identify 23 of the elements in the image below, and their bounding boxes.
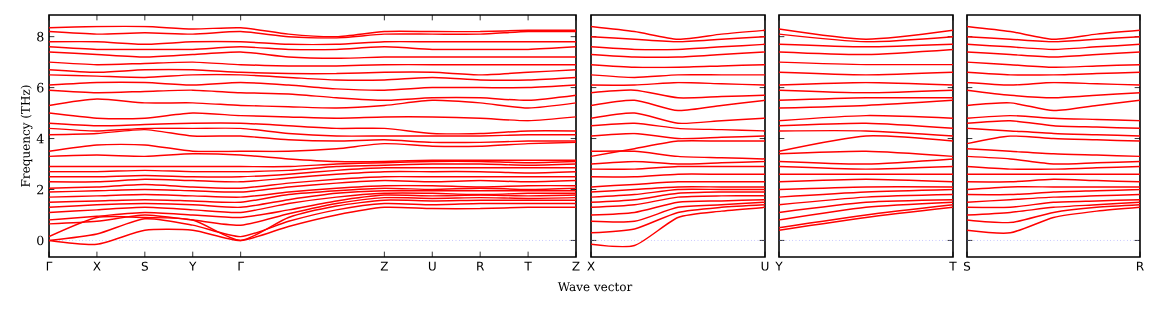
y-tick-label: 0: [37, 235, 44, 246]
y-tick-label: 2: [37, 184, 44, 195]
x-axis-title: Wave vector: [557, 282, 633, 292]
x-tick-label: Y: [775, 261, 783, 271]
x-tick-label: Z: [380, 261, 388, 271]
x-tick-label: Y: [189, 261, 197, 271]
x-tick-label: R: [477, 261, 485, 271]
x-tick-label: S: [141, 261, 148, 271]
y-tick-label: 8: [37, 31, 44, 42]
x-tick-label: Γ: [46, 261, 53, 271]
x-tick-label: T: [524, 261, 532, 271]
x-tick-label: X: [587, 261, 595, 271]
y-tick-label: 6: [37, 82, 44, 93]
x-tick-label: Γ: [238, 261, 244, 271]
x-tick-label: U: [761, 261, 769, 271]
x-tick-label: X: [93, 261, 101, 271]
x-tick-label: T: [949, 261, 957, 271]
y-tick-label: 4: [36, 133, 44, 144]
y-axis-title: Frequency (THz): [20, 85, 33, 187]
x-tick-label: R: [1136, 261, 1144, 271]
x-tick-label: U: [428, 261, 436, 271]
x-tick-label: S: [963, 261, 971, 271]
x-tick-label: Z: [572, 261, 580, 271]
